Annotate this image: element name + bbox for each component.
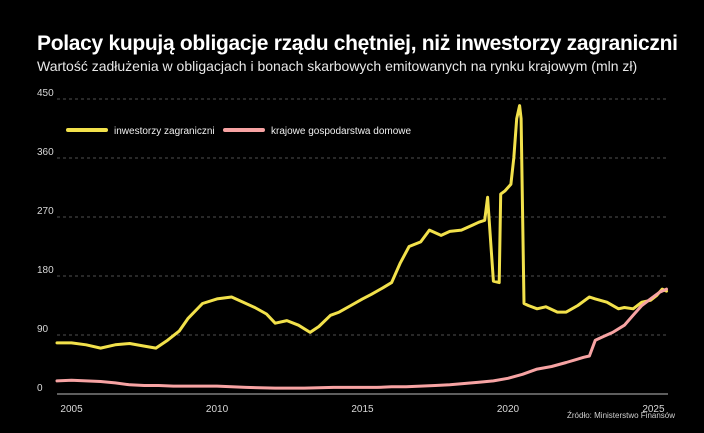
legend-label: inwestorzy zagraniczni xyxy=(114,126,215,137)
x-tick-label: 2005 xyxy=(60,404,83,415)
x-tick-label: 2020 xyxy=(497,404,520,415)
series-lines xyxy=(55,104,668,390)
y-tick-label: 270 xyxy=(37,206,54,217)
x-tick-label: 2025 xyxy=(642,404,665,415)
y-axis-ticks: 0 90 180 270 360 450 xyxy=(37,88,54,394)
legend-label: krajowe gospodarstwa domowe xyxy=(271,126,412,137)
chart-subtitle: Wartość zadłużenia w obligacjach i bonac… xyxy=(37,58,638,74)
series-line-foreign-investors xyxy=(55,104,668,350)
x-tick-label: 2010 xyxy=(206,404,229,415)
x-tick-label: 2015 xyxy=(351,404,374,415)
chart-title: Polacy kupują obligacje rządu chętniej, … xyxy=(37,32,678,55)
x-axis-ticks: 2005 2010 2015 2020 2025 xyxy=(60,404,665,415)
y-tick-label: 450 xyxy=(37,88,54,99)
y-tick-label: 180 xyxy=(37,265,54,276)
series-line-households xyxy=(55,287,668,390)
source-note: Źródło: Ministerstwo Finansów xyxy=(567,411,676,420)
y-tick-label: 0 xyxy=(37,383,43,394)
y-tick-label: 360 xyxy=(37,147,54,158)
y-tick-label: 90 xyxy=(37,324,49,335)
legend: inwestorzy zagraniczni krajowe gospodarst… xyxy=(66,126,412,137)
